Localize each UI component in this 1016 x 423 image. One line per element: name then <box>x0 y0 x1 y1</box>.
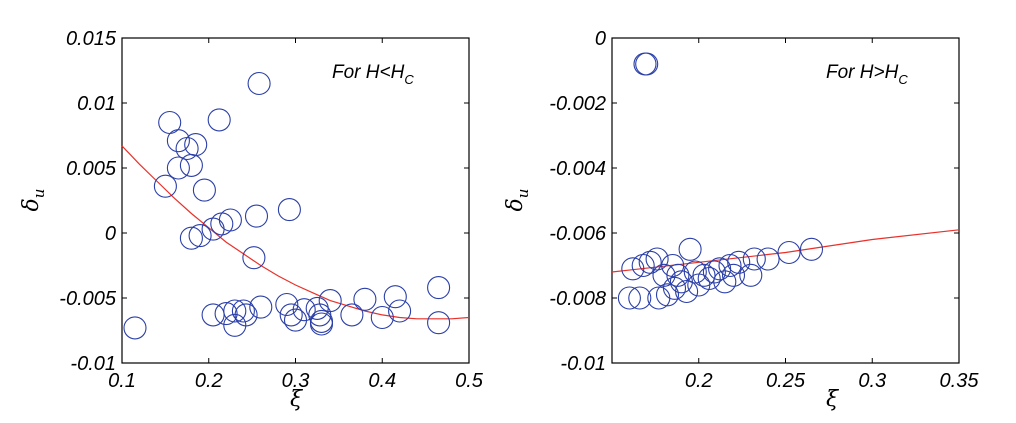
data-point <box>242 246 266 270</box>
data-point <box>231 299 255 323</box>
data-point <box>201 303 225 327</box>
data-point <box>179 153 203 177</box>
x-axis-label-right: ξ <box>826 387 840 412</box>
data-point <box>756 247 780 271</box>
data-point <box>123 316 147 340</box>
annotation-left: For H<HC <box>332 62 414 87</box>
x-tick-label-left: 0.5 <box>455 370 484 392</box>
data-point <box>655 283 680 307</box>
y-tick-label-left: 0 <box>105 223 116 245</box>
data-point <box>635 52 659 76</box>
y-tick-label-right: -0.002 <box>549 93 606 115</box>
fit-curve-left <box>121 145 470 320</box>
data-point <box>721 263 746 287</box>
data-point <box>727 250 751 274</box>
data-point <box>678 237 702 261</box>
y-tick-label-right: -0.01 <box>560 353 606 375</box>
data-point <box>708 257 732 281</box>
x-tick-label-left: 0.3 <box>282 370 310 392</box>
x-tick-label-right: 0.35 <box>940 370 980 392</box>
data-point <box>739 263 763 287</box>
data-point <box>283 308 308 332</box>
data-point <box>201 217 225 241</box>
data-point <box>617 286 641 310</box>
data-point <box>210 212 234 236</box>
data-point <box>340 303 364 327</box>
data-point <box>692 263 716 287</box>
data-point <box>718 253 742 278</box>
y-tick-label-left: -0.005 <box>59 288 117 310</box>
data-point <box>192 178 216 202</box>
data-point <box>353 287 377 311</box>
data-point <box>234 303 258 327</box>
data-point <box>292 298 316 322</box>
annotation-right: For H>HC <box>826 62 908 87</box>
data-point <box>638 250 662 274</box>
data-point <box>683 260 707 284</box>
points-right <box>617 52 824 310</box>
data-point <box>207 108 231 132</box>
data-point <box>275 292 299 317</box>
data-point <box>153 174 177 198</box>
y-tick-label-right: 0 <box>595 28 606 50</box>
data-point <box>188 224 212 248</box>
x-axis-label-left: ξ <box>290 387 304 412</box>
x-tick-label-left: 0.4 <box>368 370 396 392</box>
y-axis-label-left: δu <box>19 189 48 212</box>
ticks-right: 0.2 0.25 0.3 0.35 -0.01 -0.008 -0.006 -0.004 -0.… <box>549 28 979 392</box>
data-point <box>166 129 190 153</box>
y-tick-label-left: -0.01 <box>70 353 116 375</box>
data-point <box>427 311 451 335</box>
y-axis-label-right: δu <box>503 189 532 212</box>
x-tick-label-left: 0.1 <box>108 370 136 392</box>
y-tick-label-right: -0.006 <box>549 223 607 245</box>
data-point <box>666 263 690 287</box>
points-left <box>123 71 451 340</box>
x-tick-label-left: 0.2 <box>195 370 223 392</box>
data-point <box>628 286 652 310</box>
data-point <box>777 240 801 265</box>
y-tick-label-left: 0.015 <box>66 28 117 50</box>
x-tick-label-right: 0.2 <box>685 370 713 392</box>
data-point <box>244 204 269 228</box>
data-point <box>370 305 394 330</box>
data-point <box>279 303 303 327</box>
y-tick-label-left: 0.005 <box>66 158 117 180</box>
x-tick-label-right: 0.25 <box>766 370 806 392</box>
data-point <box>247 71 271 96</box>
data-point <box>633 52 657 76</box>
ticks-left: 0.1 0.2 0.3 0.4 0.5 -0.01 -0.005 0 0.005 0.01 0.01… <box>59 28 483 392</box>
data-point <box>742 247 766 271</box>
x-tick-label-right: 0.3 <box>858 370 886 392</box>
data-point <box>179 226 203 250</box>
data-point <box>645 247 669 271</box>
data-point <box>799 237 824 261</box>
y-tick-label-right: -0.008 <box>549 288 606 310</box>
y-tick-label-left: 0.01 <box>77 93 116 115</box>
data-point <box>318 289 342 313</box>
data-point <box>662 276 687 300</box>
data-point <box>184 133 208 157</box>
data-point <box>249 295 273 319</box>
chart-right: 0.2 0.25 0.3 0.35 -0.01 -0.008 -0.006 -0.004 -0.… <box>503 28 979 412</box>
data-point <box>388 299 412 323</box>
chart-left: 0.1 0.2 0.3 0.4 0.5 -0.01 -0.005 0 0.005 0.01 0.01… <box>19 28 484 412</box>
data-point <box>214 302 238 326</box>
data-point <box>166 156 190 180</box>
data-point <box>309 312 334 336</box>
y-tick-label-right: -0.004 <box>549 158 606 180</box>
data-point <box>277 198 301 222</box>
data-point <box>383 285 407 309</box>
data-point <box>175 136 199 161</box>
data-point <box>621 257 645 281</box>
data-point <box>218 208 242 232</box>
data-point <box>427 276 451 300</box>
fit-curve-line-left <box>121 145 470 320</box>
data-point <box>223 299 247 323</box>
data-point <box>305 296 329 320</box>
data-point <box>675 279 699 304</box>
data-point <box>713 270 737 294</box>
